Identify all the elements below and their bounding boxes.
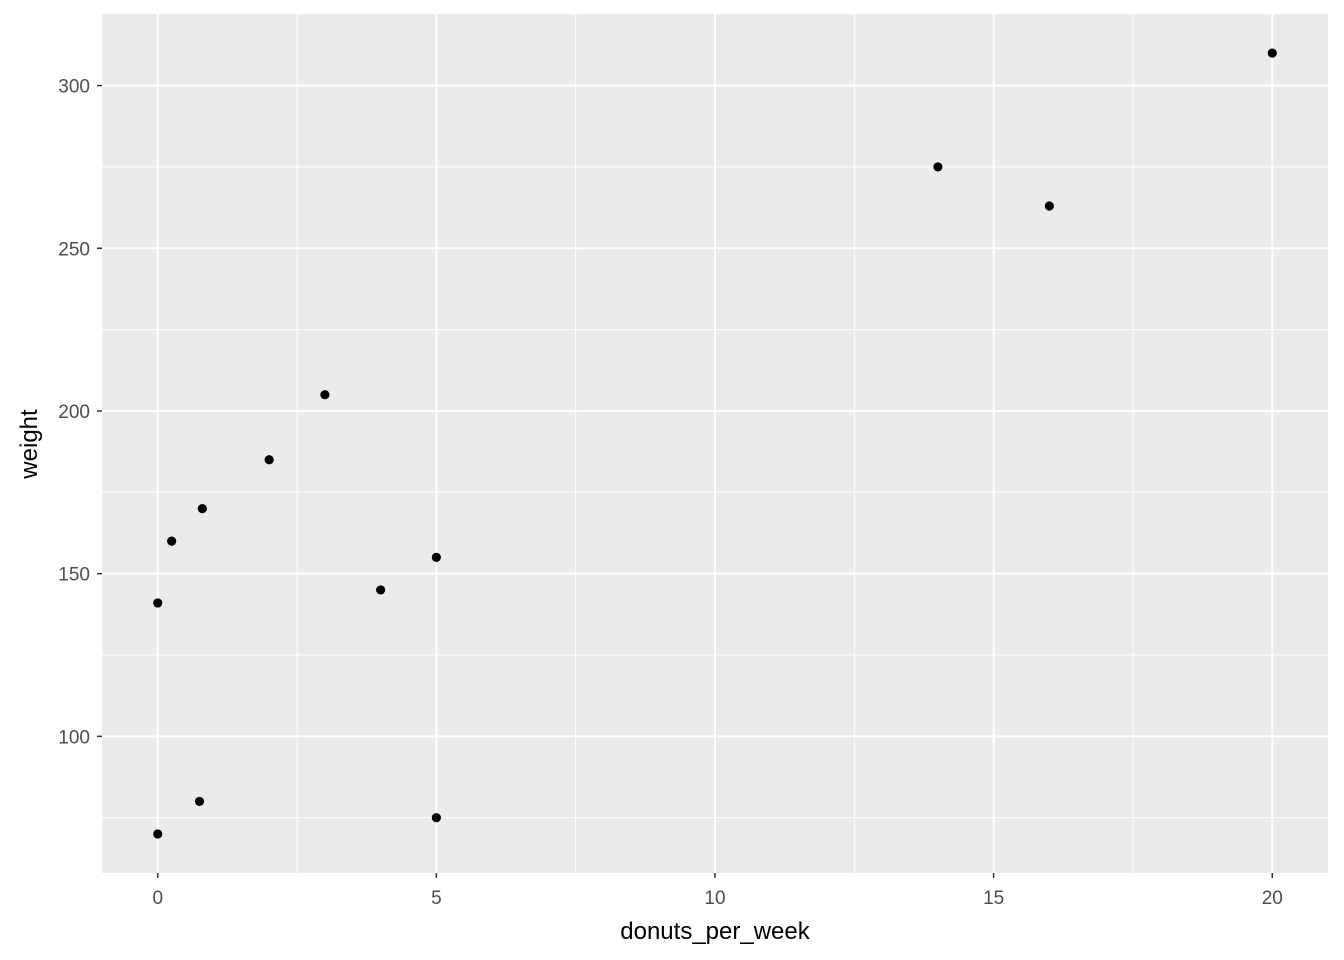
data-point: [1044, 201, 1054, 211]
y-tick-label: 200: [58, 402, 90, 423]
data-point: [153, 598, 163, 608]
data-point: [153, 829, 163, 839]
data-points: [153, 48, 1277, 839]
x-axis-ticks: 0 5 10 15 20: [152, 873, 1283, 909]
y-axis-ticks: 100 150 200 250 300: [58, 77, 102, 748]
data-point: [1267, 48, 1277, 58]
data-point: [194, 796, 205, 807]
data-point: [431, 813, 441, 823]
data-point: [167, 536, 177, 546]
x-tick-label: 20: [1262, 888, 1283, 909]
data-point: [197, 503, 207, 514]
y-tick-label: 150: [58, 565, 90, 586]
y-axis-title: weight: [16, 409, 43, 480]
y-tick-label: 100: [58, 727, 90, 748]
x-axis-title: donuts_per_week: [620, 918, 810, 945]
data-point: [264, 455, 274, 465]
data-point: [320, 390, 330, 400]
data-point: [376, 585, 386, 595]
y-tick-label: 250: [58, 239, 90, 260]
y-tick-label: 300: [58, 77, 90, 98]
x-tick-label: 10: [704, 888, 725, 909]
x-tick-label: 0: [152, 888, 163, 909]
major-gridlines: [102, 14, 1328, 873]
data-point: [431, 552, 441, 562]
x-tick-label: 15: [983, 888, 1004, 909]
data-point: [933, 162, 943, 172]
x-tick-label: 5: [431, 888, 442, 909]
